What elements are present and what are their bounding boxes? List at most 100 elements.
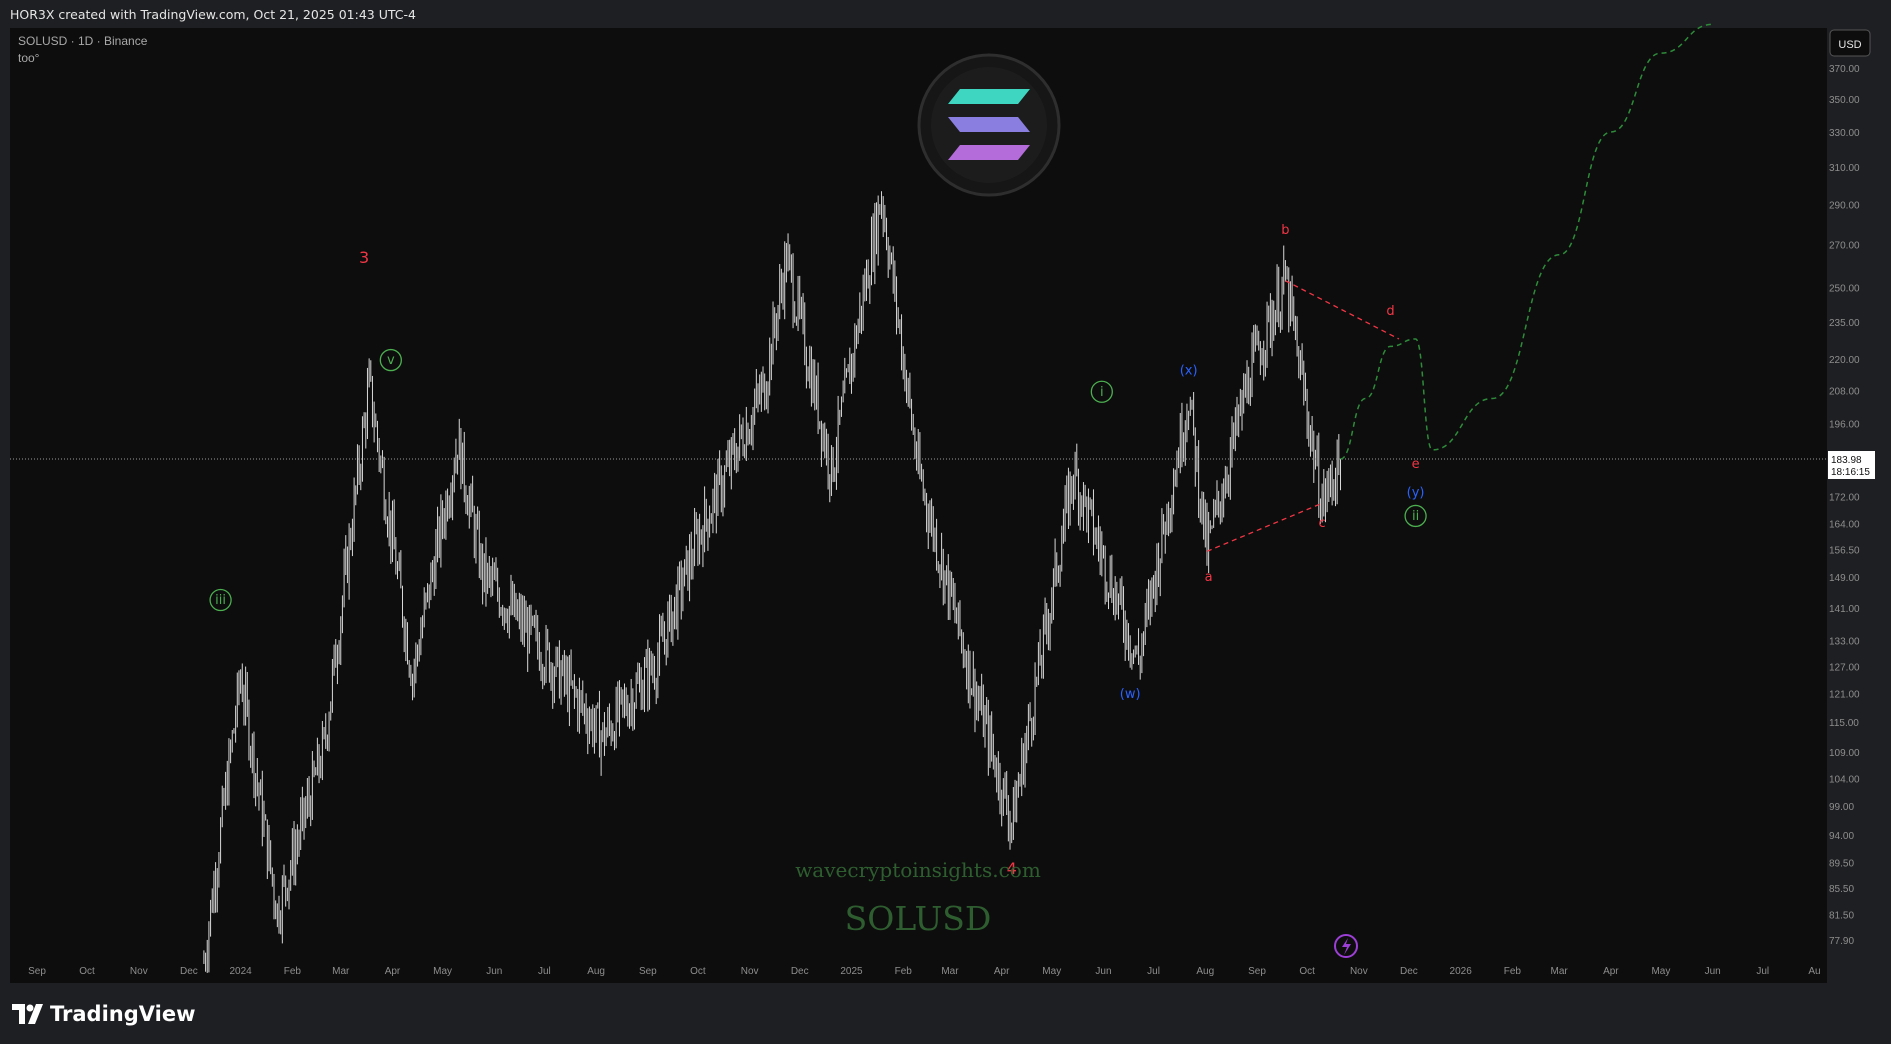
time-tick-label: Apr <box>1603 966 1619 977</box>
candles-layer <box>203 191 1341 973</box>
legend-symbol: SOLUSD · 1D · Binance <box>18 34 148 48</box>
time-tick-label: Mar <box>1551 966 1569 977</box>
price-tick-label: 220.00 <box>1829 355 1860 366</box>
wave-label-ring <box>1090 380 1113 403</box>
wave-label: 4 <box>1007 859 1017 878</box>
price-tick-label: 109.00 <box>1829 748 1860 759</box>
time-tick-label: Jul <box>1147 966 1160 977</box>
wave-label: (w) <box>1120 687 1141 702</box>
chart-background <box>10 28 1827 983</box>
price-tick-label: 250.00 <box>1829 283 1860 294</box>
watermark-site: wavecryptoinsights.com <box>795 858 1041 882</box>
price-tick-label: 310.00 <box>1829 163 1860 174</box>
price-tick-label: 330.00 <box>1829 128 1860 139</box>
time-tick-label: Dec <box>1400 966 1418 977</box>
tradingview-icon <box>12 1004 43 1024</box>
triangle-lines <box>1206 280 1400 552</box>
time-tick-label: Sep <box>639 966 657 977</box>
price-tick-label: 89.50 <box>1829 858 1854 869</box>
price-tick-label: 99.00 <box>1829 802 1854 813</box>
price-tick-label: 81.50 <box>1829 911 1854 922</box>
price-tick-label: 133.00 <box>1829 637 1860 648</box>
time-tick-label: Oct <box>690 966 706 977</box>
price-tick-label: 141.00 <box>1829 604 1860 615</box>
goto-realtime-icon[interactable] <box>1334 934 1358 958</box>
legend-sub: too° <box>18 51 40 65</box>
price-tick-label: 270.00 <box>1829 240 1860 251</box>
time-tick-label: Jul <box>538 966 551 977</box>
time-tick-label: Nov <box>130 966 148 977</box>
wave-label: a <box>1205 570 1213 585</box>
time-tick-label: Feb <box>284 966 302 977</box>
currency-label: USD <box>1838 39 1861 51</box>
time-tick-label: Jun <box>486 966 502 977</box>
price-tick-label: 235.00 <box>1829 318 1860 329</box>
tradingview-logo[interactable]: TradingView <box>12 1002 195 1026</box>
price-axis: 370.00 350.00 330.00 310.00 290.00 270.00 250.… <box>1829 64 1860 947</box>
time-tick-label: May <box>1651 966 1670 977</box>
time-tick-label: May <box>433 966 452 977</box>
wave-label: (x) <box>1180 363 1198 378</box>
time-tick-label: Dec <box>791 966 809 977</box>
time-tick-label: Apr <box>385 966 401 977</box>
time-tick-label: 2024 <box>229 966 252 977</box>
price-tick-label: 370.00 <box>1829 64 1860 75</box>
price-tick-label: 208.00 <box>1829 386 1860 397</box>
time-tick-label: May <box>1042 966 1061 977</box>
tradingview-brand: TradingView <box>50 1002 196 1026</box>
price-tick-label: 77.90 <box>1829 936 1854 947</box>
price-tick-label: 115.00 <box>1829 718 1859 729</box>
wave-labels: 3 v iii 4 i (x) (w) a b c d e (y) ii <box>209 223 1427 878</box>
current-price-countdown: 18:16:15 <box>1831 467 1870 478</box>
currency-button[interactable]: USD <box>1829 29 1871 57</box>
solana-logo-icon <box>917 53 1061 197</box>
price-tick-label: 350.00 <box>1829 95 1860 106</box>
time-tick-label: Au <box>1808 966 1820 977</box>
time-axis: Sep Oct Nov Dec 2024 Feb Mar Apr May Jun Jul Aug Sep… <box>28 966 1821 977</box>
time-tick-label: Aug <box>1196 966 1214 977</box>
price-tick-label: 290.00 <box>1829 200 1860 211</box>
footer-bar <box>0 990 1891 1044</box>
time-tick-label: Nov <box>1350 966 1368 977</box>
time-tick-label: Jun <box>1095 966 1111 977</box>
triangle-line <box>1206 502 1323 552</box>
price-tick-label: 196.00 <box>1829 420 1860 431</box>
triangle-line <box>1285 280 1400 340</box>
watermark-symbol: SOLUSD <box>845 899 992 938</box>
wave-label: (y) <box>1407 486 1425 501</box>
wave-label: i <box>1100 385 1104 400</box>
wave-label-ring <box>1404 504 1427 528</box>
time-tick-label: Feb <box>895 966 913 977</box>
price-tick-label: 172.00 <box>1829 493 1860 504</box>
price-tick-label: 121.00 <box>1829 690 1860 701</box>
current-price-value: 183.98 <box>1831 455 1862 466</box>
time-tick-label: Dec <box>180 966 198 977</box>
header-title: HOR3X created with TradingView.com, Oct … <box>10 7 416 22</box>
header-bar: HOR3X created with TradingView.com, Oct … <box>0 0 1891 28</box>
time-tick-label: Sep <box>28 966 46 977</box>
price-tick-label: 85.50 <box>1829 884 1854 895</box>
wave-label-ring <box>209 588 232 612</box>
wave-label: c <box>1319 516 1326 531</box>
time-tick-label: Apr <box>994 966 1010 977</box>
price-tick-label: 149.00 <box>1829 573 1860 584</box>
price-tick-label: 164.00 <box>1829 519 1860 530</box>
time-tick-label: Oct <box>1299 966 1315 977</box>
time-tick-label: Nov <box>741 966 759 977</box>
time-tick-label: Jun <box>1705 966 1721 977</box>
wave-label: ii <box>1412 509 1419 524</box>
time-tick-label: 2026 <box>1450 966 1473 977</box>
wave-label: v <box>387 353 395 368</box>
wave-label: b <box>1281 223 1289 238</box>
time-tick-label: Feb <box>1504 966 1522 977</box>
time-tick-label: Mar <box>941 966 959 977</box>
time-tick-label: Oct <box>79 966 95 977</box>
time-tick-label: Mar <box>332 966 350 977</box>
wave-label: e <box>1412 457 1420 472</box>
price-tick-label: 94.00 <box>1829 831 1854 842</box>
price-tick-label: 127.00 <box>1829 662 1860 673</box>
wave-label: 3 <box>359 248 369 267</box>
time-tick-label: Sep <box>1248 966 1266 977</box>
time-tick-label: Aug <box>587 966 605 977</box>
